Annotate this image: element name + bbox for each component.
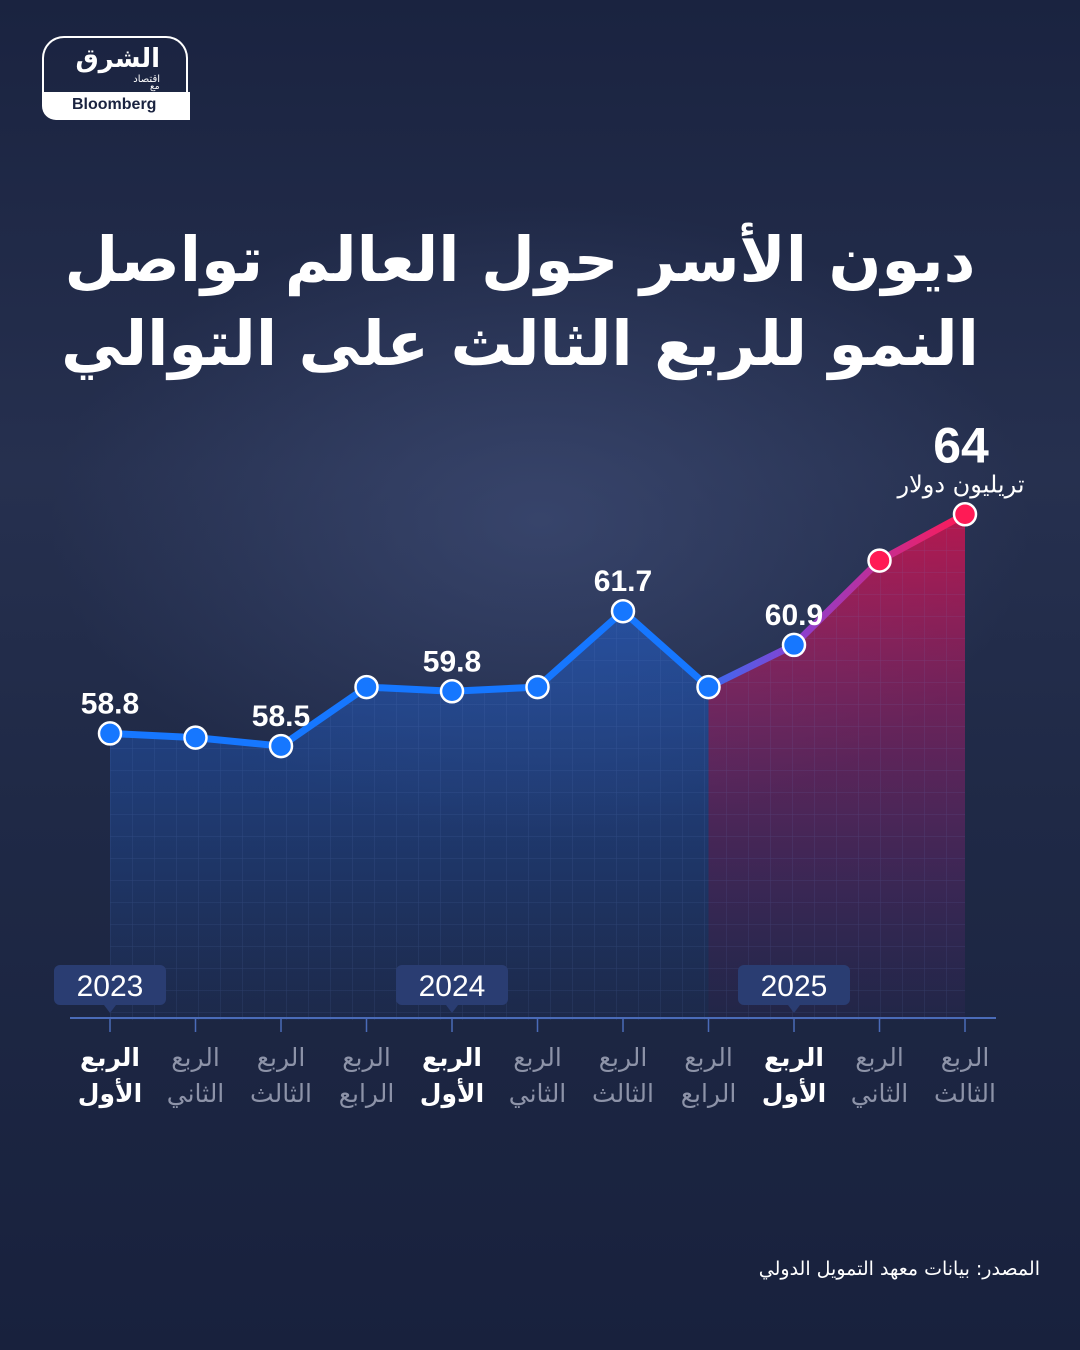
x-tick-label-line1: الربع [422, 1043, 482, 1073]
year-badge-pointer [104, 1005, 116, 1013]
x-tick-label-line1: الربع [257, 1043, 306, 1073]
source-note: المصدر: بيانات معهد التمويل الدولي [758, 1258, 1040, 1280]
area-grid-highlight [708, 514, 965, 1020]
data-point [268, 733, 294, 759]
x-tick-label-line1: الربع [941, 1043, 990, 1073]
x-tick-label-line1: الربع [171, 1043, 220, 1073]
area-fill-layer [110, 514, 965, 1020]
x-axis: الربع الأول الربع الثاني الربع الثالث الربع الر… [54, 965, 996, 1109]
x-tick-label-line2: الرابع [339, 1079, 395, 1109]
logo-arabic-subtext: اقتصاد [133, 74, 160, 85]
data-label-last: 64 [933, 417, 989, 473]
year-badge-pointer [788, 1005, 800, 1013]
data-point [183, 725, 208, 750]
x-tick-label-line1: الربع [342, 1043, 391, 1073]
year-badge [396, 965, 508, 1005]
title-line-1: ديون الأسر حول العالم تواصل [64, 223, 976, 296]
data-points-layer [97, 502, 978, 759]
x-tick-label-line1: الربع [80, 1043, 140, 1073]
x-tick-label-line2: الأول [762, 1078, 826, 1109]
data-label: 58.8 [81, 687, 139, 720]
x-tick-label-line2: الثاني [509, 1079, 567, 1108]
data-point [867, 548, 892, 573]
data-point [525, 674, 550, 700]
year-badge [738, 965, 850, 1005]
area-grid-main [110, 611, 709, 1020]
brand-logo: الشرق اقتصاد مع Bloomberg [42, 36, 190, 120]
logo-english-text: Bloomberg [72, 96, 157, 113]
series-line-layer [106, 510, 969, 750]
data-label: 58.5 [252, 700, 310, 733]
x-tick-label-line2: الأول [420, 1078, 484, 1109]
x-tick-label-line2: الثاني [167, 1079, 225, 1108]
data-point [439, 679, 465, 704]
logo-with-text: مع [150, 82, 160, 92]
data-point [610, 598, 636, 624]
x-tick-label-line1: الربع [855, 1043, 904, 1073]
year-label: 2025 [761, 970, 828, 1003]
x-tick-label-line1: الربع [513, 1043, 562, 1073]
x-tick-label-line1: الربع [764, 1043, 824, 1073]
data-label: 59.8 [423, 645, 481, 678]
logo-frame [42, 36, 188, 92]
x-tick-label-line1: الربع [684, 1043, 733, 1073]
data-point [696, 674, 721, 700]
x-tick-label-line2: الرابع [681, 1079, 737, 1109]
x-tick-label-line2: الثاني [851, 1079, 909, 1108]
data-point [97, 721, 123, 746]
page-title: ديون الأسر حول العالم تواصل النمو للربع … [60, 218, 980, 386]
series-line-main [106, 607, 712, 750]
x-tick-label-line2: الثالث [934, 1079, 996, 1108]
data-point [354, 674, 379, 700]
year-label: 2023 [77, 970, 144, 1003]
x-tick-label-line2: الأول [78, 1078, 142, 1109]
year-badge-pointer [446, 1005, 458, 1013]
data-point [952, 502, 978, 527]
data-point [781, 632, 807, 658]
x-tick-label-line2: الثالث [592, 1079, 654, 1108]
logo-arabic-text: الشرق [75, 44, 160, 74]
logo-bar: مع Bloomberg [42, 82, 190, 120]
x-tick-label-line2: الثالث [250, 1079, 312, 1108]
data-label: 60.9 [765, 599, 823, 632]
x-tick-label-line1: الربع [599, 1043, 648, 1073]
year-badge [54, 965, 166, 1005]
title-line-2: النمو للربع الثالث على التوالي [61, 307, 979, 380]
year-label: 2024 [419, 970, 486, 1003]
series-line-highlight [705, 510, 969, 691]
data-label: 61.7 [594, 565, 652, 598]
data-label-unit: تريليون دولار [897, 470, 1025, 498]
